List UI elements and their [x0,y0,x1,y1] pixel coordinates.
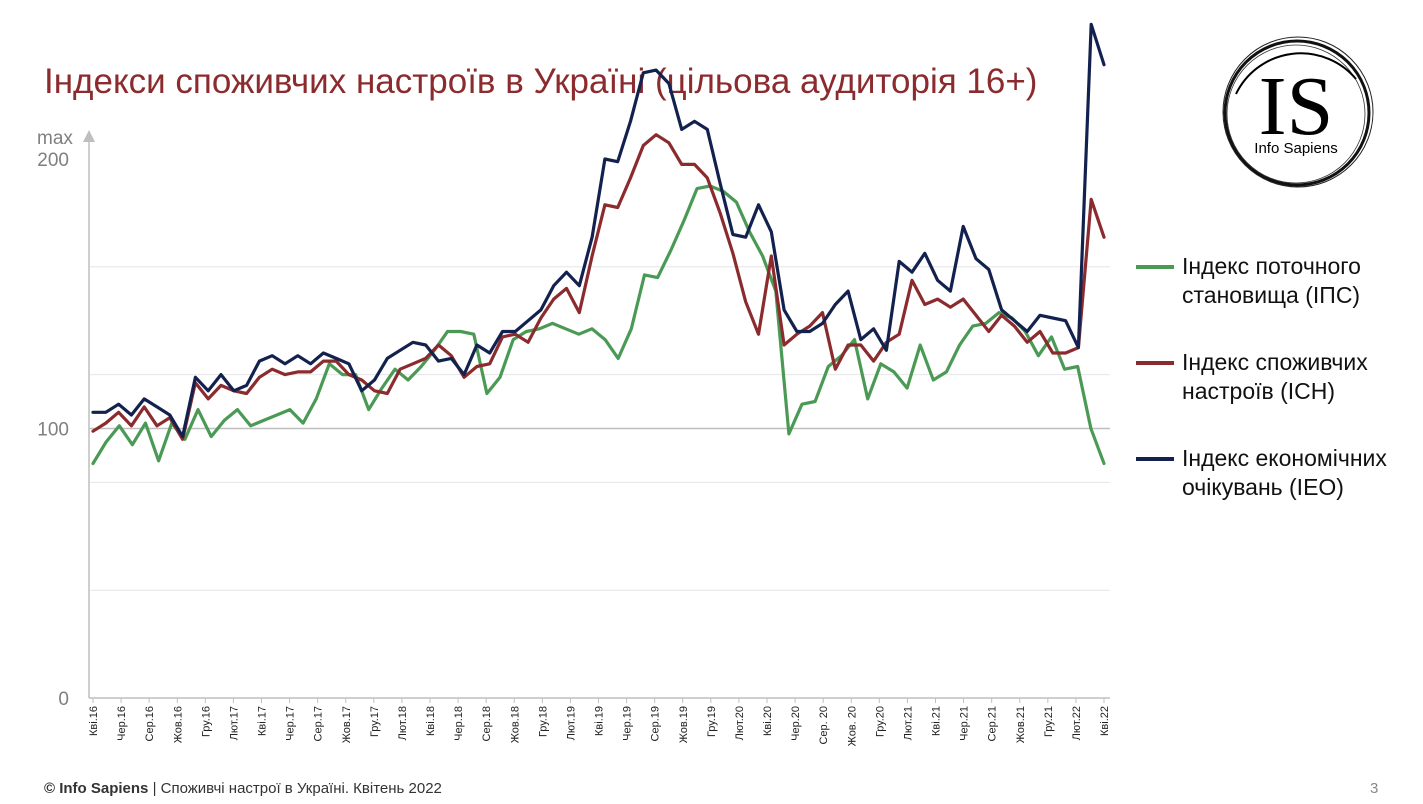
page-number: 3 [1370,780,1379,797]
grid-lines [89,266,1110,591]
x-tick-label: Гру.20 [874,706,886,737]
x-tick-label: Сер.21 [987,706,999,741]
x-tick-label: Лют.22 [1071,706,1083,740]
y-tick-label: 200 [37,150,69,171]
x-tick-label: Кві.20 [762,706,774,736]
legend-label-ips: Індекс поточного становища (ІПС) [1182,253,1361,308]
footer: © Info Sapiens | Споживчі настрої в Укра… [44,780,442,797]
x-tick-label: Лют.18 [397,706,409,740]
x-tick-label: Сер. 20 [818,706,830,745]
chart-axes [83,130,1110,699]
y-tick-label: 0 [58,689,69,710]
series-line-2 [91,22,1106,439]
legend-swatch-ieo [1136,457,1174,461]
x-tick-label: Жов.17 [341,706,353,743]
page-title: Індекси споживчих настроїв в Україні (ці… [44,62,1038,101]
footer-separator: | [148,780,161,797]
x-tick-label: Сер.18 [481,706,493,741]
x-tick-label: Кві.16 [88,706,100,736]
x-tick-label: Гру.18 [537,706,549,737]
x-tick-label: Кві.21 [931,706,943,736]
x-tick-label: Лют.21 [902,706,914,740]
x-tick-label: Сер.16 [144,706,156,741]
footer-brand: © Info Sapiens [44,780,149,797]
x-tick-label: Гру.19 [706,706,718,737]
footer-text: Споживчі настрої в Україні. Квітень 2022 [160,780,442,797]
x-tick-label: Жов.18 [509,706,521,743]
x-tick-label: Кві.22 [1099,706,1111,736]
legend-swatch-isn [1136,361,1174,365]
data-series [91,22,1106,466]
x-tick-label: Чер.19 [622,706,634,741]
x-tick-label: Гру.17 [369,706,381,737]
x-tick-label: Чер.18 [453,706,465,741]
x-tick-label: Кві.19 [594,706,606,736]
x-tick-label: Чер.21 [959,706,971,741]
x-tick-label: Лют.20 [734,706,746,740]
x-tick-label: Гру.21 [1043,706,1055,737]
legend-item-ips: Індекс поточного становища (ІПС) [1136,252,1406,310]
legend-item-isn: Індекс споживчих настроїв (ІСН) [1136,348,1406,406]
legend-label-ieo: Індекс економічних очікувань (ІЕО) [1182,445,1387,500]
x-tick-label: Жов.21 [1015,706,1027,743]
x-tick-label: Чер.16 [116,706,128,741]
y-axis-max-label: max [37,128,73,149]
legend-label-isn: Індекс споживчих настроїв (ІСН) [1182,349,1368,404]
y-axis-arrow-icon [83,130,95,142]
x-tick-label: Чер.20 [790,706,802,741]
x-tick-label: Гру.16 [200,706,212,737]
x-tick-label: Кві.18 [425,706,437,736]
x-tick-label: Лют.17 [228,706,240,740]
x-tick-label: Жов. 20 [846,706,858,746]
logo-name: Info Sapiens [1254,140,1337,157]
x-tick-label: Чер.17 [285,706,297,741]
info-sapiens-logo: IS Info Sapiens [1222,36,1374,188]
series-line-0 [91,184,1106,466]
chart-legend: Індекс поточного становища (ІПС) Індекс … [1136,252,1406,502]
y-tick-label: 100 [37,420,69,441]
x-tick-label: Жов.16 [172,706,184,743]
x-tick-label: Кві.17 [257,706,269,736]
x-tick-labels: Кві.16 Чер.16 Сер.16 Жов.16 Гру.16 Лют.17 Кві.… [88,698,1111,746]
x-tick-label: Жов.19 [678,706,690,743]
series-line-1 [91,133,1106,441]
legend-item-ieo: Індекс економічних очікувань (ІЕО) [1136,444,1406,502]
x-tick-label: Лют.19 [565,706,577,740]
x-tick-label: Сер.17 [313,706,325,741]
legend-swatch-ips [1136,265,1174,269]
logo-initials: IS [1259,60,1334,153]
x-tick-label: Сер.19 [650,706,662,741]
y-tick-labels: 0 100 200 [37,150,69,710]
